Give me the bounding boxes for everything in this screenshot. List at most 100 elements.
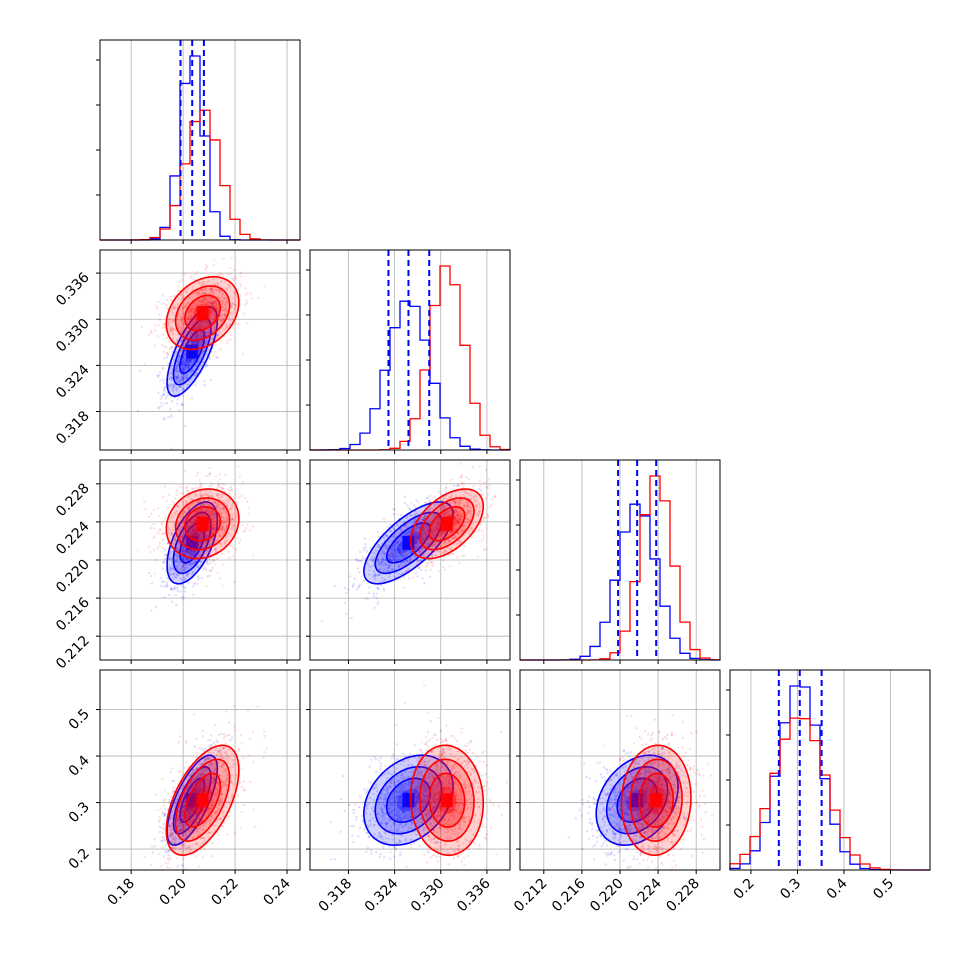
scatter-point [180,327,183,330]
scatter-point [216,281,219,285]
scatter-point [186,550,189,554]
scatter-point [233,268,236,272]
scatter-point [236,322,239,325]
scatter-point [197,350,201,353]
scatter-point [179,567,182,571]
scatter-point [220,299,223,302]
scatter-point [163,585,166,588]
scatter-point [181,368,185,372]
histogram-panel-3: 0.2 0.3 0.4 0.5 [726,669,931,903]
scatter-point [199,300,202,303]
scatter-point [162,393,166,396]
scatter-point [165,346,168,349]
scatter-point [210,482,213,485]
scatter-point [185,359,188,362]
scatter-point [171,350,174,354]
scatter-point [181,349,185,352]
scatter-point [199,490,202,493]
scatter-point [205,264,208,267]
scatter-point [189,323,192,327]
scatter-point [182,323,185,326]
scatter-point [180,297,184,301]
scatter-point [222,300,225,303]
scatter-point [237,496,241,499]
scatter-point [476,555,480,558]
scatter-point [162,392,166,395]
scatter-point [221,305,224,308]
scatter-point [421,577,424,580]
scatter-point [196,332,200,336]
scatter-point [186,373,189,376]
scatter-point [197,280,200,284]
scatter-point [215,475,218,478]
scatter-point [405,547,409,550]
tick-label-y-2: 0.220 [53,557,93,597]
scatter-point [181,376,185,379]
scatter-point [193,374,197,377]
scatter-point [229,266,232,270]
scatter-point [242,312,246,315]
scatter-point [214,547,217,550]
scatter-point [183,362,187,365]
scatter-point [171,389,174,392]
scatter-point [174,539,177,542]
scatter-point [170,326,173,329]
scatter-point [182,565,186,568]
scatter-point [206,320,210,324]
scatter-point [174,387,177,390]
scatter-point [463,554,466,557]
scatter-point [222,328,225,331]
scatter-point [136,549,139,552]
scatter-point [185,350,188,354]
histogram-panel-0 [96,39,301,244]
scatter-point [210,306,213,309]
scatter-point [231,277,234,280]
scatter-point [191,337,194,340]
scatter-point [182,355,185,358]
scatter-point [201,532,204,535]
scatter-point [167,593,171,597]
scatter-point [180,596,183,599]
scatter-point [181,362,184,366]
scatter-point [147,571,151,575]
scatter-point [224,307,227,310]
scatter-point [181,364,184,367]
scatter-point [203,325,206,328]
scatter-point [185,489,189,493]
scatter-point [176,398,179,401]
scatter-point [220,319,223,322]
scatter-point [181,297,184,300]
scatter-point [224,300,227,304]
histogram-panel-1 [306,249,511,454]
scatter-point [178,355,181,358]
scatter-point [197,533,201,536]
scatter-point [211,329,214,333]
scatter-point [195,474,198,477]
scatter-point [194,302,197,305]
scatter-point [241,481,245,484]
scatter-point [192,335,196,339]
scatter-point [216,309,220,313]
scatter-point [210,328,213,331]
scatter-point [224,287,227,291]
scatter-point [198,324,201,327]
scatter-point [365,549,369,553]
scatter-point [206,353,210,356]
scatter-point [199,326,202,329]
scatter-point [181,563,185,567]
scatter-point [185,573,188,577]
scatter-point [190,552,193,555]
scatter-point [448,565,451,568]
scatter-point [210,314,213,317]
scatter-point [183,376,186,379]
scatter-point [171,319,174,322]
scatter-point [191,337,194,340]
scatter-point [213,308,216,312]
tick-label-y-4: 0.228 [53,480,93,520]
scatter-point [193,318,197,321]
scatter-point [176,589,179,592]
scatter-point [194,321,198,324]
scatter-point [194,518,197,521]
scatter-point [182,368,185,372]
